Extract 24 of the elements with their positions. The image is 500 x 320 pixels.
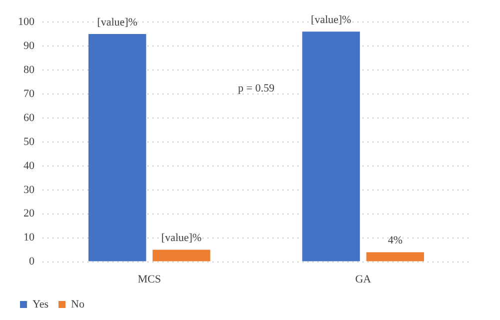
y-tick-label: 90 [24, 40, 35, 52]
y-tick-label: 40 [24, 160, 35, 172]
y-tick-label: 70 [24, 88, 35, 100]
y-tick-label: 50 [24, 136, 35, 148]
y-tick-label: 80 [24, 64, 35, 76]
x-tick-label: MCS [138, 273, 161, 286]
bar [88, 34, 146, 262]
annotation: p = 0.59 [238, 82, 275, 94]
y-tick-label: 60 [24, 112, 35, 124]
bar [152, 250, 210, 262]
data-label: [value]% [161, 232, 202, 244]
y-tick-label: 0 [29, 256, 35, 268]
data-label: [value]% [310, 14, 352, 26]
legend-label: No [71, 298, 85, 310]
bar [366, 252, 424, 262]
data-label: [value]% [97, 16, 138, 28]
y-tick-label: 30 [24, 184, 35, 196]
x-tick-label: GA [355, 273, 372, 286]
y-tick-label: 100 [18, 16, 35, 28]
y-tick-label: 20 [24, 208, 35, 220]
y-tick-label: 10 [24, 232, 35, 244]
legend-label: Yes [32, 298, 49, 310]
bar [302, 32, 360, 262]
data-label: 4% [388, 234, 403, 247]
